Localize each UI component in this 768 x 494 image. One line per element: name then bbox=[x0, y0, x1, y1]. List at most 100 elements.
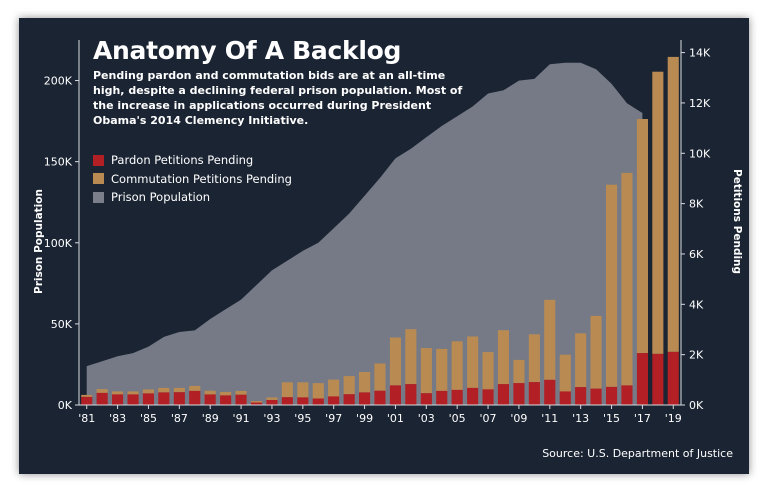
x-tick-label: '13 bbox=[572, 412, 589, 425]
bar-pardon-2009 bbox=[513, 383, 525, 405]
legend-item-prison: Prison Population bbox=[93, 188, 292, 207]
y-tick-label-left: 100K bbox=[44, 237, 73, 250]
x-tick-label: '83 bbox=[109, 412, 126, 425]
x-tick-label: '11 bbox=[541, 412, 558, 425]
bar-commutation-2006 bbox=[467, 336, 479, 388]
bar-pardon-1983 bbox=[112, 394, 124, 405]
x-tick-label: '95 bbox=[294, 412, 311, 425]
bar-pardon-1986 bbox=[158, 392, 170, 405]
bar-commutation-1994 bbox=[281, 382, 293, 398]
bar-pardon-1994 bbox=[281, 397, 293, 405]
y-tick-label-right: 14K bbox=[689, 47, 711, 60]
bar-commutation-1989 bbox=[204, 390, 216, 395]
bar-commutation-2014 bbox=[590, 315, 602, 389]
legend-label-commutation: Commutation Petitions Pending bbox=[111, 171, 292, 186]
bar-commutation-2001 bbox=[389, 337, 401, 386]
y-axis-title-right: Petitions Pending bbox=[731, 169, 743, 275]
bar-commutation-2013 bbox=[575, 333, 587, 388]
bar-pardon-2016 bbox=[621, 385, 633, 405]
bar-commutation-2017 bbox=[636, 119, 648, 354]
bar-commutation-2007 bbox=[482, 352, 494, 390]
bar-commutation-2002 bbox=[405, 329, 417, 385]
x-tick-label: '81 bbox=[78, 412, 95, 425]
chart-title: Anatomy Of A Backlog bbox=[93, 36, 402, 65]
x-tick-label: '03 bbox=[418, 412, 435, 425]
bar-commutation-1987 bbox=[173, 387, 185, 393]
legend-label-prison: Prison Population bbox=[111, 190, 211, 205]
bar-pardon-2019 bbox=[667, 351, 679, 405]
bar-commutation-2019 bbox=[667, 56, 679, 352]
legend-item-pardon: Pardon Petitions Pending bbox=[93, 151, 292, 170]
y-tick-label-right: 8K bbox=[689, 198, 704, 211]
bar-commutation-1988 bbox=[189, 385, 201, 391]
bar-commutation-2000 bbox=[374, 363, 386, 391]
bar-pardon-2007 bbox=[482, 389, 494, 405]
bar-commutation-1995 bbox=[297, 382, 309, 398]
bar-pardon-2000 bbox=[374, 390, 386, 405]
bar-commutation-2003 bbox=[420, 348, 432, 394]
bar-commutation-1985 bbox=[142, 389, 154, 394]
y-axis-title-left: Prison Population bbox=[33, 189, 45, 294]
bar-commutation-2009 bbox=[513, 359, 525, 384]
x-tick-label: '07 bbox=[480, 412, 497, 425]
y-tick-label-right: 2K bbox=[689, 349, 704, 362]
bar-pardon-2012 bbox=[559, 391, 571, 405]
bar-pardon-2006 bbox=[467, 387, 479, 405]
bar-pardon-2005 bbox=[451, 389, 463, 405]
bar-commutation-2008 bbox=[497, 330, 509, 385]
legend-item-commutation: Commutation Petitions Pending bbox=[93, 170, 292, 189]
bar-commutation-2011 bbox=[544, 299, 556, 380]
bar-pardon-1999 bbox=[359, 392, 371, 405]
bar-pardon-1990 bbox=[220, 395, 232, 405]
bar-pardon-2011 bbox=[544, 379, 556, 405]
bar-commutation-1997 bbox=[328, 379, 340, 397]
x-tick-label: '09 bbox=[510, 412, 527, 425]
y-tick-label-right: 0K bbox=[689, 399, 704, 412]
bar-pardon-2010 bbox=[528, 382, 540, 405]
bar-commutation-1991 bbox=[235, 390, 247, 395]
bar-commutation-1984 bbox=[127, 391, 139, 395]
bar-commutation-1990 bbox=[220, 391, 232, 396]
legend: Pardon Petitions Pending Commutation Pet… bbox=[93, 151, 292, 207]
y-tick-label-left: 200K bbox=[44, 75, 73, 88]
x-tick-label: '05 bbox=[449, 412, 466, 425]
source-note: Source: U.S. Department of Justice bbox=[542, 447, 733, 460]
bar-commutation-1999 bbox=[359, 372, 371, 393]
bar-commutation-2015 bbox=[606, 184, 618, 387]
x-tick-label: '17 bbox=[634, 412, 651, 425]
y-tick-label-right: 6K bbox=[689, 248, 704, 261]
bar-commutation-1993 bbox=[266, 397, 278, 400]
bar-commutation-1983 bbox=[112, 391, 124, 395]
bar-pardon-1996 bbox=[312, 398, 324, 405]
bar-commutation-1998 bbox=[343, 376, 355, 395]
bar-commutation-1982 bbox=[96, 389, 108, 393]
bar-pardon-1987 bbox=[173, 392, 185, 405]
prison-population-area bbox=[86, 62, 643, 405]
bar-pardon-2001 bbox=[389, 385, 401, 405]
bar-pardon-1993 bbox=[266, 400, 278, 405]
legend-swatch-prison bbox=[93, 191, 104, 203]
y-tick-label-right: 4K bbox=[689, 298, 704, 311]
bar-pardon-2015 bbox=[606, 386, 618, 405]
x-tick-label: '93 bbox=[263, 412, 280, 425]
chart-canvas: 0K 50K 100K 150K 200K 0K 2K 4K 6K 8K 10K 12K 14K '81 '… bbox=[44, 40, 711, 425]
x-tick-label: '01 bbox=[387, 412, 404, 425]
y-tick-label-left: 150K bbox=[44, 156, 73, 169]
bar-pardon-1981 bbox=[81, 396, 93, 405]
bar-pardon-1984 bbox=[127, 394, 139, 405]
bar-pardon-1989 bbox=[204, 394, 216, 405]
bar-pardon-2013 bbox=[575, 387, 587, 405]
bar-pardon-2017 bbox=[636, 353, 648, 405]
y-tick-label-right: 12K bbox=[689, 97, 711, 110]
bar-pardon-2008 bbox=[497, 384, 509, 405]
bar-pardon-1997 bbox=[328, 396, 340, 405]
bar-pardon-1982 bbox=[96, 392, 108, 405]
chart-subtitle: Pending pardon and commutation bids are … bbox=[93, 69, 463, 127]
bar-pardon-1985 bbox=[142, 393, 154, 405]
x-tick-label: '87 bbox=[171, 412, 188, 425]
bar-pardon-2002 bbox=[405, 384, 417, 405]
bar-commutation-2016 bbox=[621, 172, 633, 386]
bar-commutation-1986 bbox=[158, 387, 170, 393]
bar-pardon-2003 bbox=[420, 393, 432, 405]
x-tick-label: '89 bbox=[202, 412, 219, 425]
